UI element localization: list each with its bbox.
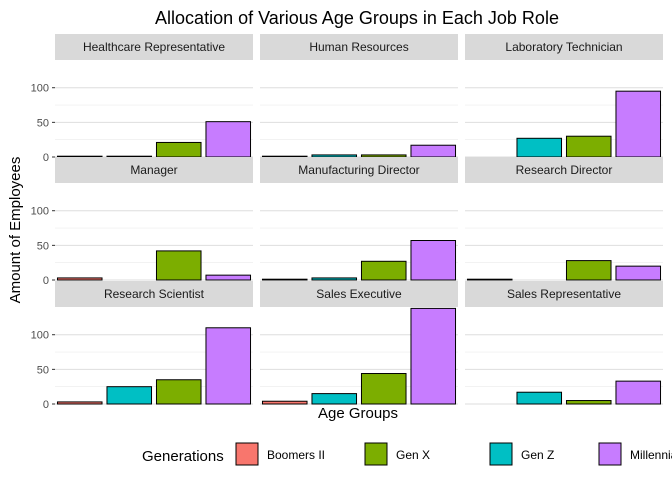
panel-human-resources: Human Resources [260,34,458,158]
bar-boomers-ii [56,401,103,405]
facet-label: Healthcare Representative [83,40,225,54]
bar-boomers-ii [466,278,513,281]
panel-manager: Manager 0 50 100 [31,157,253,287]
facet-panels: Healthcare Representative 0 50 100 Human Res… [31,34,663,411]
legend-swatch [235,442,259,466]
bar-millennials [205,121,252,158]
legend-label: Boomers II [267,448,325,462]
bar-boomers-ii [56,277,103,281]
bar-millennials [615,90,662,158]
bar-millennials [410,307,457,405]
panel-research-scientist: Research Scientist 0 50 100 [31,281,253,411]
facet-label: Research Scientist [104,287,205,301]
facet-label: Manager [130,163,177,177]
bar-millennials [410,144,457,158]
facet-label: Human Resources [309,40,408,54]
legend-swatch [489,442,513,466]
bar-boomers-ii [261,155,308,158]
y-tick-label: 100 [31,206,49,218]
facet-strip [260,34,458,60]
y-axis-title: Amount of Employees [7,157,24,304]
bar-boomers-ii [56,155,103,158]
bar-gen-x [155,141,202,158]
facet-strip [55,281,253,307]
legend-swatch [598,442,622,466]
legend-item-gen-z: Gen Z [489,442,554,466]
y-tick-label: 50 [37,117,49,129]
y-tick-label: 0 [43,275,49,287]
legend: Generations Boomers II Gen X Gen Z Millenni… [142,442,672,466]
legend-item-gen-x: Gen X [364,442,430,466]
bar-boomers-ii [261,278,308,281]
bar-gen-x [565,260,612,281]
y-tick-label: 0 [43,399,49,411]
legend-label: Millennials [630,448,672,462]
y-tick-label: 0 [43,152,49,164]
panel-research-director: Research Director [465,157,663,281]
y-tick-label: 50 [37,240,49,252]
bar-millennials [205,327,252,405]
facet-strip [260,157,458,183]
facet-strip [55,157,253,183]
legend-swatch [364,442,388,466]
bar-gen-z [311,154,358,158]
facet-strip [465,157,663,183]
bar-gen-z [106,155,153,158]
panel-laboratory-technician: Laboratory Technician [465,34,663,158]
y-tick-label: 50 [37,364,49,376]
chart-title: Allocation of Various Age Groups in Each… [155,8,559,28]
bar-gen-x [565,135,612,158]
bar-gen-z [516,391,563,405]
facet-label: Sales Executive [316,287,402,301]
bar-millennials [410,240,457,281]
panel-sales-executive: Sales Executive [260,281,458,405]
legend-label: Gen Z [521,448,554,462]
bar-millennials [615,380,662,405]
bar-gen-z [311,393,358,405]
y-tick-label: 100 [31,330,49,342]
bar-gen-x [565,400,612,405]
bar-millennials [205,274,252,281]
facet-label: Sales Representative [507,287,621,301]
legend-item-millennials: Millennials [598,442,672,466]
bar-millennials [615,265,662,281]
bar-boomers-ii [261,400,308,405]
legend-label: Gen X [396,448,430,462]
x-axis-title: Age Groups [318,405,398,422]
facet-label: Research Director [516,163,613,177]
bar-gen-z [106,386,153,405]
bar-gen-z [516,137,563,158]
bar-gen-x [155,379,202,405]
bar-gen-x [360,260,407,281]
facet-strip [55,34,253,60]
panel-manufacturing-director: Manufacturing Director [260,157,458,281]
facet-label: Laboratory Technician [505,40,622,54]
legend-title: Generations [142,448,224,465]
bar-gen-x [155,250,202,281]
facet-strip [465,34,663,60]
bar-gen-z [311,277,358,281]
facet-strip [260,281,458,307]
legend-item-boomers-ii: Boomers II [235,442,325,466]
bar-gen-x [360,154,407,158]
facet-label: Manufacturing Director [298,163,419,177]
panel-healthcare-representative: Healthcare Representative 0 50 100 [31,34,253,164]
y-tick-label: 100 [31,83,49,95]
facet-strip [465,281,663,307]
bar-gen-x [360,373,407,405]
panel-sales-representative: Sales Representative [465,281,663,405]
